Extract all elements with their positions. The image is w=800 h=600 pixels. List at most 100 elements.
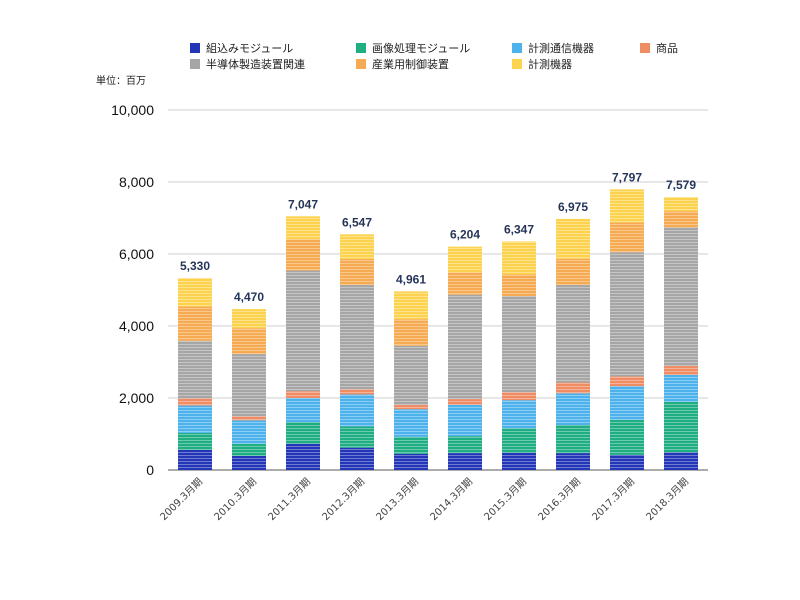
legend-label: 計測機器	[528, 57, 572, 71]
bar-segment-texture	[394, 453, 428, 470]
bar-segment-texture	[178, 449, 212, 470]
total-label: 7,797	[612, 170, 642, 184]
bar-segment-texture	[664, 374, 698, 402]
bar-segment-texture	[394, 345, 428, 405]
bar-segment-texture	[286, 422, 320, 444]
legend-swatch	[356, 59, 366, 69]
bar-segment-texture	[340, 447, 374, 470]
bar-segment-texture	[556, 258, 590, 285]
bar-segment-texture	[232, 328, 266, 355]
x-tick-label: 2013.3月期	[374, 476, 421, 523]
bar-segment-texture	[178, 432, 212, 450]
bar-segment-texture	[664, 452, 698, 470]
y-tick-label: 0	[146, 462, 154, 478]
total-label: 6,204	[450, 228, 480, 242]
y-tick-label: 10,000	[111, 102, 154, 118]
bar-segment-texture	[232, 455, 266, 470]
legend-swatch	[356, 43, 366, 53]
bar-segment-texture	[178, 306, 212, 341]
legend-label: 組込みモジュール	[206, 42, 293, 55]
bar-segment-texture	[610, 222, 644, 253]
legend-swatch	[512, 59, 522, 69]
x-axis: 2009.3月期 2010.3月期 2011.3月期 2012.3月期 2013.3月期…	[158, 476, 691, 523]
bar-segment-texture	[178, 398, 212, 406]
bar-segment-texture	[286, 391, 320, 398]
bar-segment-texture	[664, 227, 698, 366]
bar-segment-texture	[178, 278, 212, 307]
bar-segment-texture	[286, 443, 320, 470]
bar-segment-texture	[394, 436, 428, 454]
total-label: 4,961	[396, 272, 426, 286]
bar-segment-texture	[340, 234, 374, 260]
legend-swatch	[640, 43, 650, 53]
x-tick-label: 2016.3月期	[536, 476, 583, 523]
bar-segment-texture	[394, 291, 428, 320]
legend-label: 産業用制御装置	[372, 57, 449, 71]
bar-segment-texture	[556, 453, 590, 470]
total-label: 6,347	[504, 223, 534, 237]
bar-segment-texture	[232, 309, 266, 329]
legend-label: 商品	[656, 41, 678, 55]
bar-segment-texture	[286, 270, 320, 392]
x-tick-label: 2011.3月期	[266, 476, 313, 523]
bar-segment-texture	[394, 319, 428, 346]
legend-label: 計測通信機器	[528, 41, 594, 55]
bar-segment-texture	[394, 404, 428, 410]
total-labels: 5,330 4,470 7,047 6,547 4,961 6,204 6,347 6,975…	[180, 170, 696, 304]
bar-segment-texture	[556, 393, 590, 425]
legend-swatch	[190, 59, 200, 69]
bar-segment-texture	[394, 409, 428, 437]
bar-segment-texture	[502, 400, 536, 429]
x-tick-label: 2014.3月期	[428, 476, 475, 523]
legend-swatch	[190, 43, 200, 53]
bar-segment-texture	[340, 259, 374, 285]
bar-segment-texture	[502, 392, 536, 401]
bar-segment-texture	[610, 376, 644, 387]
bar-segment-texture	[286, 398, 320, 423]
bar-segment-texture	[664, 197, 698, 212]
y-tick-label: 2,000	[119, 390, 154, 406]
total-label: 7,047	[288, 197, 318, 211]
x-tick-label: 2018.3月期	[644, 476, 691, 523]
bar-segment-texture	[448, 272, 482, 295]
legend-label: 半導体製造装置関連	[206, 57, 305, 71]
y-tick-label: 4,000	[119, 318, 154, 334]
bar-segment-texture	[502, 274, 536, 297]
bar-segment-texture	[448, 399, 482, 405]
bar-segment-texture	[178, 405, 212, 433]
total-label: 7,579	[666, 178, 696, 192]
total-label: 5,330	[180, 259, 210, 273]
bar-segment-texture	[664, 211, 698, 228]
x-tick-label: 2012.3月期	[320, 476, 367, 523]
total-label: 4,470	[234, 290, 264, 304]
total-label: 6,547	[342, 215, 372, 229]
bar-segment-texture	[286, 239, 320, 271]
x-tick-label: 2009.3月期	[158, 476, 205, 523]
bar-segment-texture	[178, 340, 212, 399]
x-tick-label: 2017.3月期	[590, 476, 637, 523]
bar-segment-texture	[448, 404, 482, 437]
bar-segment-texture	[502, 296, 536, 393]
bars	[178, 189, 698, 470]
bar-segment-texture	[286, 216, 320, 240]
bar-segment-texture	[232, 354, 266, 417]
bar-segment-texture	[502, 241, 536, 275]
bar-segment-texture	[502, 452, 536, 470]
total-label: 6,975	[558, 200, 588, 214]
bar-segment-texture	[556, 425, 590, 454]
bar-segment-texture	[448, 246, 482, 273]
bar-segment-texture	[340, 394, 374, 427]
legend-label: 画像処理モジュール	[372, 42, 470, 55]
bar-segment-texture	[610, 419, 644, 455]
bar-segment-texture	[610, 189, 644, 223]
bar-segment-texture	[232, 420, 266, 444]
x-tick-label: 2015.3月期	[482, 476, 529, 523]
bar-segment-texture	[556, 382, 590, 394]
bar-segment-texture	[232, 443, 266, 456]
bar-segment-texture	[556, 284, 590, 383]
bar-segment-texture	[340, 426, 374, 448]
x-tick-label: 2010.3月期	[212, 476, 259, 523]
bar-segment-texture	[556, 218, 590, 259]
unit-label: 単位：百万	[96, 74, 146, 87]
